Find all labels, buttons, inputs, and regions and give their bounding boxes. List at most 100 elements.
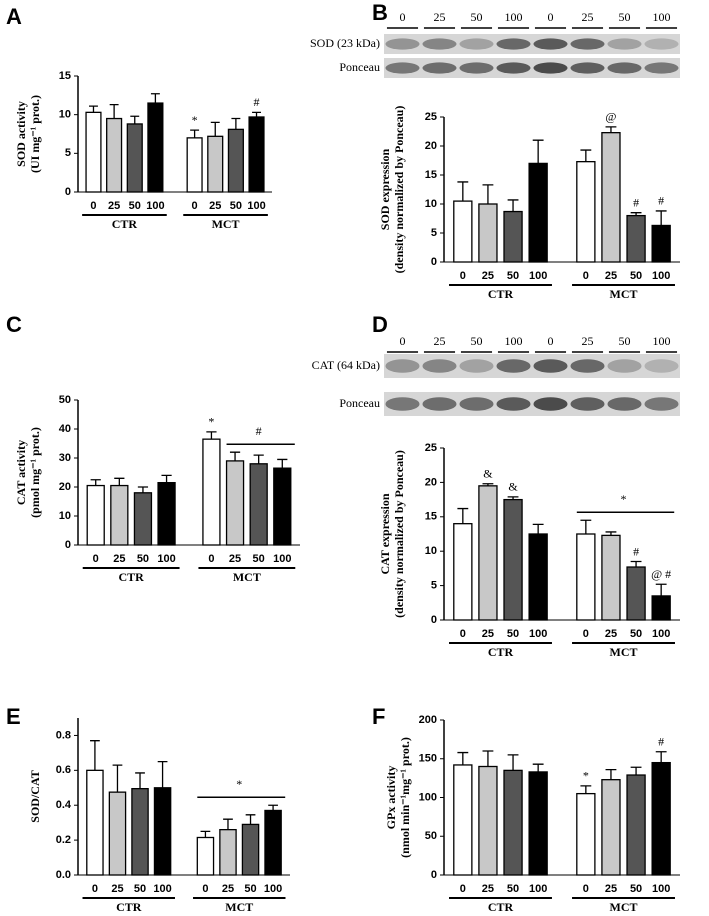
blot-band: [533, 62, 568, 74]
bar: [453, 200, 473, 263]
y-tick-label: 15: [425, 169, 437, 181]
group-label: MCT: [610, 287, 638, 301]
error-bar: [482, 483, 494, 486]
bar: [227, 128, 244, 193]
error-bar: [190, 129, 200, 138]
bar: [157, 481, 176, 546]
bar: [528, 771, 548, 876]
panel-letter: F: [372, 704, 385, 729]
y-tick-label: 0: [431, 256, 437, 268]
lane-label: 0: [400, 334, 406, 348]
x-tick-label: 50: [630, 270, 642, 282]
x-tick-label: 50: [253, 553, 265, 565]
y-axis-label: CAT activity: [14, 440, 28, 505]
lane-label: 25: [434, 10, 446, 24]
bar: [576, 533, 596, 621]
blot-row-label: SOD (23 kDa): [310, 36, 380, 50]
group-label: MCT: [225, 900, 253, 914]
error-bar: [109, 103, 119, 119]
x-tick-label: 0: [583, 628, 589, 640]
bar: [528, 162, 548, 263]
significance-label: #: [658, 194, 664, 208]
group-label: CTR: [488, 287, 514, 301]
blot-band: [607, 38, 642, 50]
lane-label: 100: [653, 10, 671, 24]
y-tick-label: 0: [65, 539, 71, 551]
bar: [225, 460, 245, 546]
significance-label: #: [633, 195, 639, 209]
lane-label: 50: [471, 334, 483, 348]
panel-letter: A: [6, 4, 22, 29]
y-tick-label: 10: [59, 109, 71, 121]
error-bar: [457, 181, 469, 202]
blot-band: [385, 397, 420, 411]
y-tick-label: 40: [59, 423, 71, 435]
error-bar: [161, 474, 172, 483]
bar: [85, 111, 102, 193]
bar: [626, 774, 646, 876]
error-bar: [605, 531, 617, 536]
x-tick-label: 50: [134, 883, 146, 895]
x-tick-label: 100: [157, 553, 175, 565]
lane-label: 100: [505, 334, 523, 348]
lane-label: 25: [434, 334, 446, 348]
bar: [453, 764, 473, 876]
error-bar: [630, 766, 642, 776]
y-tick-label: 50: [59, 394, 71, 406]
bar: [131, 788, 149, 876]
blot-band: [459, 62, 494, 74]
x-tick-label: 100: [153, 883, 171, 895]
y-tick-label: 100: [419, 791, 437, 803]
x-tick-label: 25: [222, 883, 234, 895]
y-tick-label: 0: [65, 186, 71, 198]
blot-band: [644, 62, 679, 74]
x-tick-label: 0: [90, 200, 96, 212]
blot-band: [496, 359, 531, 373]
error-bar: [157, 760, 168, 788]
error-bar: [605, 126, 617, 133]
bar: [249, 463, 268, 546]
blot-band: [385, 359, 420, 373]
y-axis-label: (nmol min⁻¹mg⁻¹ prot.): [398, 737, 412, 858]
blot-band: [496, 38, 531, 50]
error-bar: [532, 523, 544, 534]
x-tick-label: 25: [482, 628, 494, 640]
bar: [106, 117, 123, 193]
bar: [651, 595, 671, 621]
error-bar: [457, 751, 469, 765]
error-bar: [507, 199, 519, 212]
error-bar: [245, 814, 256, 825]
error-bar: [90, 479, 101, 486]
y-axis-label: SOD activity: [14, 101, 28, 167]
bracket-label: *: [236, 777, 242, 791]
y-tick-label: 30: [59, 452, 71, 464]
lane-label: 100: [505, 10, 523, 24]
bar: [576, 792, 596, 876]
error-bar: [507, 496, 519, 500]
panel-letter: C: [6, 312, 22, 337]
blot-band: [644, 38, 679, 50]
blot-band: [496, 397, 531, 411]
blot-band: [422, 62, 457, 74]
x-tick-label: 25: [482, 883, 494, 895]
x-tick-label: 100: [652, 270, 670, 282]
error-bar: [135, 772, 145, 789]
blot-band: [570, 38, 605, 50]
lane-label: 25: [582, 10, 594, 24]
x-tick-label: 50: [129, 200, 141, 212]
x-tick-label: 0: [202, 883, 208, 895]
error-bar: [655, 751, 667, 763]
bar: [207, 135, 224, 193]
bar: [248, 116, 265, 193]
y-tick-label: 0.8: [56, 729, 71, 741]
blot-band: [570, 62, 605, 74]
y-tick-label: 0: [431, 614, 437, 626]
group-label: CTR: [116, 900, 142, 914]
bracket-label: #: [256, 424, 262, 438]
error-bar: [605, 768, 617, 780]
bar: [478, 203, 498, 263]
x-tick-label: 25: [605, 628, 617, 640]
y-tick-label: 50: [425, 830, 437, 842]
error-bar: [223, 818, 233, 830]
lane-label: 0: [548, 10, 554, 24]
